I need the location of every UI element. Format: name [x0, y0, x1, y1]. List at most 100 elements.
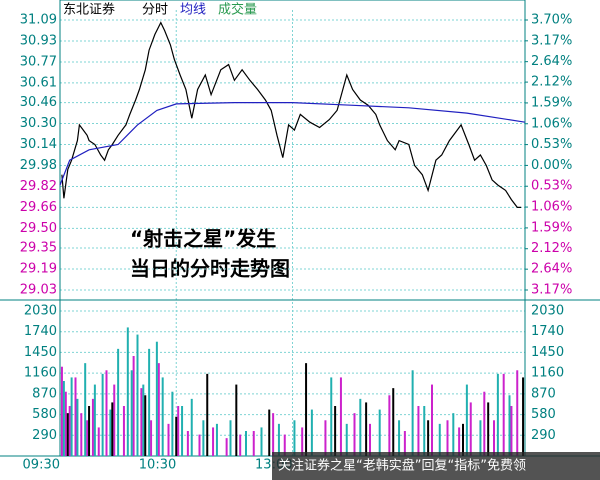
y-tick-label: 2030 — [24, 304, 57, 319]
volume-bar — [398, 420, 401, 456]
annotation: “射击之星”发生 — [130, 227, 276, 251]
y2-tick-label: 1740 — [531, 324, 564, 339]
volume-bar — [84, 363, 87, 456]
volume-bar — [427, 420, 430, 456]
y-tick-label: 30.77 — [20, 54, 57, 69]
volume-bar — [97, 427, 100, 456]
volume-bar — [510, 406, 513, 456]
legend-volume: 成交量 — [218, 2, 257, 18]
volume-bar — [113, 384, 116, 456]
y2-tick-label: 2.12% — [531, 75, 572, 90]
volume-bar — [101, 373, 104, 456]
y-tick-label: 290 — [32, 428, 57, 443]
average-line — [59, 102, 526, 186]
volume-bar — [452, 413, 455, 456]
volume-bar — [86, 420, 89, 456]
y2-tick-label: 3.17% — [531, 283, 572, 298]
volume-bar — [76, 398, 79, 456]
watermark-background — [272, 452, 600, 480]
y2-tick-label: 3.17% — [531, 33, 572, 48]
volume-bar — [310, 409, 313, 456]
y-tick-label: 30.93 — [20, 33, 57, 48]
volume-bar — [212, 427, 215, 456]
volume-bar — [260, 427, 263, 456]
volume-bar — [132, 356, 135, 456]
volume-bar — [458, 427, 461, 456]
volume-bar — [496, 373, 499, 456]
volume-bar — [417, 406, 420, 456]
volume-bar — [105, 370, 108, 456]
y-tick-label: 31.09 — [20, 13, 57, 28]
volume-bar — [239, 434, 242, 456]
y-tick-label: 30.46 — [20, 95, 57, 110]
y-tick-label: 30.30 — [20, 116, 57, 131]
volume-bar — [446, 420, 449, 456]
volume-bar — [369, 423, 371, 456]
y-tick-label: 29.03 — [20, 283, 57, 298]
volume-bar — [305, 363, 308, 456]
volume-bar — [64, 391, 67, 456]
volume-bar — [431, 384, 433, 456]
y2-tick-label: 1.59% — [531, 95, 572, 110]
y-tick-label: 29.82 — [20, 179, 57, 194]
y2-tick-label: 1450 — [531, 345, 564, 360]
y2-tick-label: 0.00% — [531, 158, 572, 173]
volume-bar — [365, 402, 368, 456]
volume-bar — [353, 413, 356, 456]
volume-bar — [70, 377, 73, 456]
y2-tick-label: 2030 — [531, 304, 564, 319]
volume-bar — [66, 413, 69, 456]
y2-tick-label: 1.06% — [531, 116, 572, 131]
y-tick-label: 1160 — [24, 366, 57, 381]
volume-bar — [167, 423, 170, 456]
volume-bar — [80, 413, 83, 456]
volume-bar — [252, 431, 255, 456]
volume-bar — [462, 423, 464, 456]
legend-average: 均线 — [180, 3, 206, 18]
stock-name: 东北证券 — [63, 2, 115, 18]
y-tick-label: 29.66 — [20, 200, 57, 215]
volume-bar — [334, 406, 337, 456]
volume-bar — [198, 434, 201, 456]
volume-bar — [62, 381, 65, 456]
volume-bar — [181, 406, 184, 456]
y-tick-label: 29.19 — [20, 262, 57, 277]
volume-bar — [60, 366, 63, 456]
volume-bar — [359, 398, 362, 456]
x-tick-label: 10:30 — [139, 458, 176, 473]
y-tick-label: 29.35 — [20, 241, 57, 256]
y2-tick-label: 1.59% — [531, 220, 572, 235]
volume-bar — [68, 406, 71, 456]
volume-bar — [190, 398, 193, 456]
y2-tick-label: 2.64% — [531, 262, 572, 277]
volume-bar — [161, 377, 164, 456]
volume-bar — [126, 327, 129, 456]
volume-bar — [235, 384, 238, 456]
volume-bar — [171, 391, 174, 456]
volume-bar — [493, 420, 495, 456]
volume-bar — [403, 431, 406, 456]
y2-tick-label: 2.64% — [531, 54, 572, 69]
volume-bar — [229, 420, 232, 456]
y2-tick-label: 580 — [531, 407, 556, 422]
x-tick-label: 09:30 — [23, 458, 60, 473]
volume-bar — [74, 377, 77, 456]
volume-bar — [272, 413, 275, 456]
y-tick-label: 30.61 — [20, 75, 57, 90]
y2-tick-label: 2.12% — [531, 241, 572, 256]
watermark-text: 关注证券之星“老韩实盘”回复“指标”免费领 — [278, 458, 526, 474]
volume-bar — [186, 431, 189, 456]
y-tick-label: 1450 — [24, 345, 57, 360]
volume-bar — [502, 373, 505, 456]
volume-bar — [109, 409, 112, 456]
volume-bar — [345, 423, 348, 456]
volume-bar — [140, 388, 143, 456]
y2-tick-label: 1.06% — [531, 200, 572, 215]
annotation: 当日的分时走势图 — [130, 257, 290, 281]
y-tick-label: 29.50 — [20, 221, 57, 236]
volume-bar — [142, 384, 145, 456]
volume-bar — [245, 431, 247, 456]
y-tick-label: 580 — [32, 407, 57, 422]
